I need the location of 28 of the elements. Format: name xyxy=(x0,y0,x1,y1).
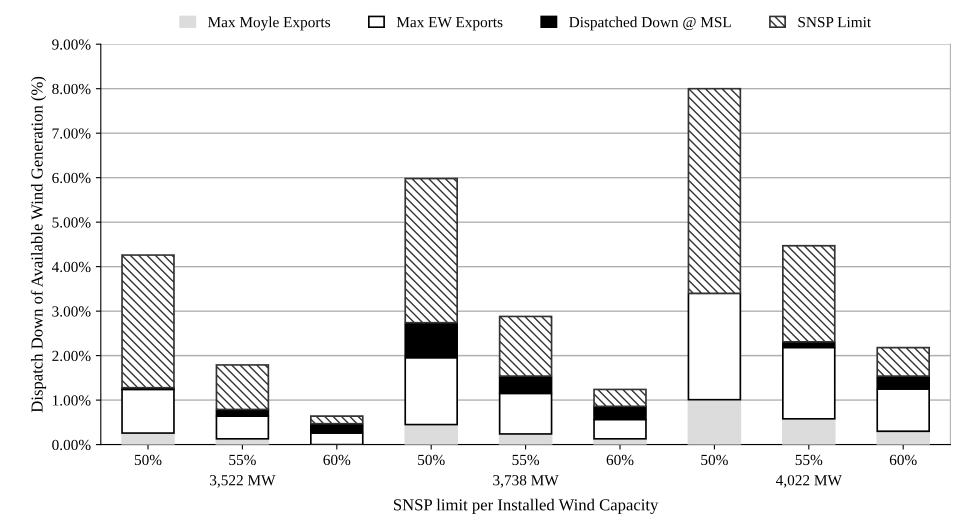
x-tick-label: 60% xyxy=(606,454,634,466)
text: 3,738 MW xyxy=(493,475,559,488)
x-tick-label: 60% xyxy=(323,454,350,466)
y-axis-title: Dispatch Down of Available Wind Generation (%) xyxy=(30,76,46,412)
x-tick-label: 60% xyxy=(890,454,917,466)
y-tick-label: 6.00% xyxy=(52,172,91,184)
x-tick-label: 55% xyxy=(229,454,256,466)
y-tick-label: 5.00% xyxy=(52,217,91,228)
legend-label: Max EW Exports xyxy=(396,17,502,30)
y-tick-label: 1.00% xyxy=(52,395,91,406)
x-tick-label: 55% xyxy=(512,454,540,466)
y-tick-label: 8.00% xyxy=(52,84,91,94)
legend-label: Dispatched Down @ MSL xyxy=(569,16,731,30)
y-tick-label: 2.00% xyxy=(52,350,91,362)
y-tick-label: 7.00% xyxy=(52,128,91,139)
x-tick-label: 55% xyxy=(796,454,822,466)
y-tick-label: 9.00% xyxy=(52,39,91,50)
x-tick-label: 50% xyxy=(134,454,162,466)
y-tick-label: 4.00% xyxy=(52,262,91,272)
x-tick-label: 50% xyxy=(701,454,728,466)
legend-label: SNSP Limit xyxy=(798,17,872,28)
x-tick-label: 50% xyxy=(418,454,445,466)
text: 4,022 MW xyxy=(776,475,842,488)
y-tick-label: 0.00% xyxy=(52,440,91,450)
legend-label: Max Moyle Exports xyxy=(208,16,330,30)
y-tick-label: 3.00% xyxy=(52,306,91,317)
x-axis-title: SNSP limit per Installed Wind Capacity xyxy=(394,498,658,514)
text: 3,522 MW xyxy=(210,475,276,488)
